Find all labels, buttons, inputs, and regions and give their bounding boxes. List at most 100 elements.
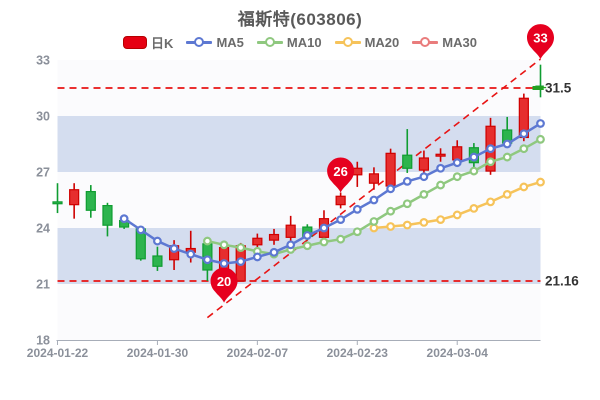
candle-body-1	[69, 189, 80, 206]
candle-6	[152, 246, 163, 271]
candle-0	[52, 183, 63, 214]
candle-19	[368, 167, 380, 190]
candle-body-20	[385, 152, 396, 187]
daily-k-swatch-icon	[123, 36, 148, 49]
latest-price-tick	[532, 86, 550, 90]
ma10-marker-2	[236, 243, 246, 253]
ma10-marker-19	[519, 144, 529, 154]
legend-item-ma30[interactable]: MA30	[412, 35, 477, 50]
legend-label-daily-k: 日K	[151, 36, 174, 51]
legend-label-ma5: MA5	[216, 35, 244, 50]
ma10-line	[202, 134, 545, 259]
candle-body-12	[252, 237, 263, 246]
ma5-marker-4	[186, 249, 196, 259]
candle-body-3	[102, 205, 113, 226]
candle-3	[102, 202, 113, 237]
y-axis-label-24: 24	[36, 222, 50, 236]
candle-23	[435, 148, 446, 162]
candle-body-21	[402, 154, 413, 169]
ma5-marker-9	[269, 247, 279, 257]
candle-2	[85, 185, 96, 218]
candle-body-0	[52, 201, 63, 205]
candle-body-19	[368, 173, 380, 184]
ma10-marker-9	[352, 227, 362, 237]
x-axis-label-2024-02-23: 2024-02-23	[327, 346, 389, 360]
ma5-marker-11	[302, 231, 312, 240]
ma5-marker-0	[119, 214, 129, 224]
candle-body-13	[268, 233, 280, 241]
ma5-marker-10	[286, 240, 296, 250]
ma30-swatch-icon	[412, 36, 439, 50]
ma5-marker-8	[252, 252, 262, 262]
ma5-marker-2	[153, 236, 162, 246]
ma5-marker-7	[236, 257, 246, 267]
candle-body-17	[335, 195, 346, 206]
ma20-marker-8	[502, 189, 512, 199]
ma20-swatch-icon	[334, 36, 361, 50]
legend-item-ma20[interactable]: MA20	[334, 35, 399, 50]
candle-body-6	[152, 255, 163, 267]
ma5-marker-24	[519, 129, 529, 139]
ma20-marker-5	[452, 210, 462, 220]
legend-item-ma10[interactable]: MA10	[256, 35, 322, 50]
candle-17	[335, 192, 346, 209]
price-marker-balloon-33	[527, 24, 554, 60]
ma5-marker-6	[219, 259, 229, 268]
ma20-marker-6	[469, 203, 479, 213]
price-label-21.16: 21.16	[545, 274, 579, 289]
x-axis-label-2024-02-07: 2024-02-07	[227, 346, 289, 360]
legend-label-ma10: MA10	[286, 35, 322, 50]
candle-20	[385, 148, 396, 189]
stripe-band-0	[57, 116, 541, 172]
ma20-marker-1	[386, 222, 396, 231]
ma10-marker-20	[536, 134, 545, 144]
price-marker-label-26: 26	[333, 164, 347, 179]
candle-body-22	[418, 157, 430, 171]
ma5-marker-19	[436, 163, 445, 173]
ma10-marker-7	[319, 237, 329, 247]
ma5-marker-3	[169, 244, 179, 253]
ma10-marker-12	[402, 199, 412, 209]
price-label-31.5: 31.5	[545, 81, 572, 96]
ma10-marker-18	[502, 152, 512, 162]
ma20-line	[369, 177, 545, 233]
price-marker-label-33: 33	[533, 31, 547, 46]
candle-14	[285, 215, 296, 245]
ma10-marker-15	[452, 172, 462, 182]
ma10-marker-8	[336, 234, 346, 244]
x-axis-label-2024-03-04: 2024-03-04	[427, 346, 489, 360]
ma5-marker-21	[469, 152, 479, 162]
ma5-marker-1	[136, 225, 146, 235]
ma10-marker-13	[419, 189, 429, 199]
ma10-marker-11	[386, 206, 396, 216]
candle-21	[402, 129, 413, 173]
candle-body-23	[435, 153, 446, 157]
ma5-swatch-icon	[186, 36, 213, 50]
ma20-marker-10	[536, 177, 545, 187]
legend-item-ma5[interactable]: MA5	[186, 35, 244, 50]
ma20-marker-4	[436, 215, 445, 225]
ma5-marker-14	[352, 204, 362, 214]
ma10-swatch-icon	[256, 36, 283, 50]
x-axis-label-2024-01-30: 2024-01-30	[127, 346, 189, 360]
price-marker-balloon-26	[327, 157, 355, 193]
ma10-marker-16	[469, 166, 479, 176]
ma5-marker-17	[402, 176, 412, 186]
ma10-marker-17	[486, 157, 495, 167]
candle-13	[268, 228, 280, 245]
candle-12	[252, 233, 263, 250]
ma5-marker-12	[319, 223, 329, 233]
price-marker-balloon-20	[210, 267, 238, 303]
ma20-marker-7	[486, 197, 495, 207]
legend: 日K MA5 MA10 MA20 MA30	[0, 33, 600, 52]
x-axis-label-2024-01-22: 2024-01-22	[27, 346, 89, 360]
y-axis-label-21: 21	[36, 278, 50, 292]
legend-item-daily-k[interactable]: 日K	[123, 33, 173, 52]
ma20-marker-2	[402, 220, 412, 230]
ma5-marker-5	[202, 255, 212, 265]
ma5-marker-23	[502, 139, 512, 149]
y-axis-label-18: 18	[36, 334, 50, 348]
ma5-marker-15	[369, 195, 379, 205]
candle-body-18	[352, 167, 363, 176]
